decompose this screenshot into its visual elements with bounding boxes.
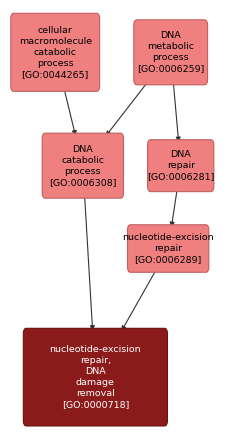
FancyBboxPatch shape: [147, 140, 213, 192]
Text: DNA
metabolic
process
[GO:0006259]: DNA metabolic process [GO:0006259]: [136, 31, 203, 74]
Text: nucleotide-excision
repair
[GO:0006289]: nucleotide-excision repair [GO:0006289]: [122, 233, 213, 264]
FancyBboxPatch shape: [42, 133, 123, 198]
Text: nucleotide-excision
repair,
DNA
damage
removal
[GO:0000718]: nucleotide-excision repair, DNA damage r…: [49, 345, 141, 409]
FancyBboxPatch shape: [23, 328, 167, 426]
FancyBboxPatch shape: [133, 20, 207, 85]
FancyBboxPatch shape: [11, 13, 99, 92]
FancyBboxPatch shape: [127, 225, 208, 272]
Text: DNA
catabolic
process
[GO:0006308]: DNA catabolic process [GO:0006308]: [49, 144, 116, 187]
Text: DNA
repair
[GO:0006281]: DNA repair [GO:0006281]: [146, 150, 214, 181]
Text: cellular
macromolecule
catabolic
process
[GO:0044265]: cellular macromolecule catabolic process…: [18, 26, 92, 79]
